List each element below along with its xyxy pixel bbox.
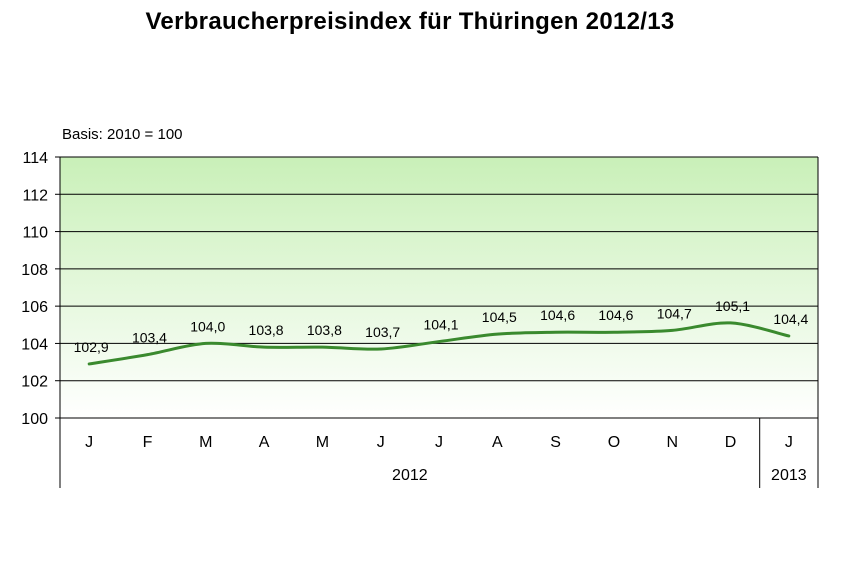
chart-subtitle: Basis: 2010 = 100 xyxy=(62,126,183,143)
x-tick-label: N xyxy=(666,434,678,451)
data-label: 105,1 xyxy=(715,298,750,314)
x-tick-label: A xyxy=(259,434,270,451)
plot-background xyxy=(60,157,818,418)
data-label: 102,9 xyxy=(74,339,109,355)
x-tick-label: S xyxy=(550,434,561,451)
data-label: 103,8 xyxy=(307,322,342,338)
data-label: 104,6 xyxy=(598,307,633,323)
y-tick-label: 102 xyxy=(21,374,48,391)
x-tick-label: J xyxy=(377,434,385,451)
x-tick-label: M xyxy=(316,434,329,451)
data-label: 103,4 xyxy=(132,330,167,346)
x-tick-label: O xyxy=(608,434,620,451)
y-tick-label: 112 xyxy=(22,187,48,204)
x-tick-label: F xyxy=(143,434,153,451)
grid-lines xyxy=(55,156,819,419)
chart-title: Verbraucherpreisindex für Thüringen 2012… xyxy=(145,8,675,35)
x-tick-label: J xyxy=(785,434,793,451)
x-group-label: 2013 xyxy=(771,467,807,484)
x-tick-label: A xyxy=(492,434,503,451)
data-label: 104,0 xyxy=(190,318,225,334)
x-tick-label: J xyxy=(435,434,443,451)
data-label: 103,8 xyxy=(249,322,284,338)
x-tick-label: M xyxy=(199,434,212,451)
y-tick-label: 108 xyxy=(21,262,48,279)
x-tick-label: J xyxy=(85,434,93,451)
y-tick-label: 106 xyxy=(21,299,48,316)
y-axis-ticks: 100 102 104 106 108 110 112 114 xyxy=(21,150,48,428)
data-label: 104,5 xyxy=(482,309,517,325)
y-tick-label: 104 xyxy=(21,336,48,353)
data-labels: 102,9 103,4 104,0 103,8 103,8 103,7 104,1 104,5… xyxy=(74,298,809,355)
y-tick-label: 114 xyxy=(22,150,48,167)
data-label: 104,7 xyxy=(657,305,692,321)
data-label: 103,7 xyxy=(365,324,400,340)
y-tick-label: 110 xyxy=(22,225,48,242)
series-line xyxy=(87,321,791,366)
data-label: 104,4 xyxy=(773,311,808,327)
data-label: 104,1 xyxy=(423,317,458,333)
x-group-label: 2012 xyxy=(392,467,428,484)
x-tick-label: D xyxy=(725,434,737,451)
y-tick-label: 100 xyxy=(21,411,48,428)
data-label: 104,6 xyxy=(540,307,575,323)
x-axis: J F M A M J J A S O N D J 2012 2013 xyxy=(59,418,819,488)
